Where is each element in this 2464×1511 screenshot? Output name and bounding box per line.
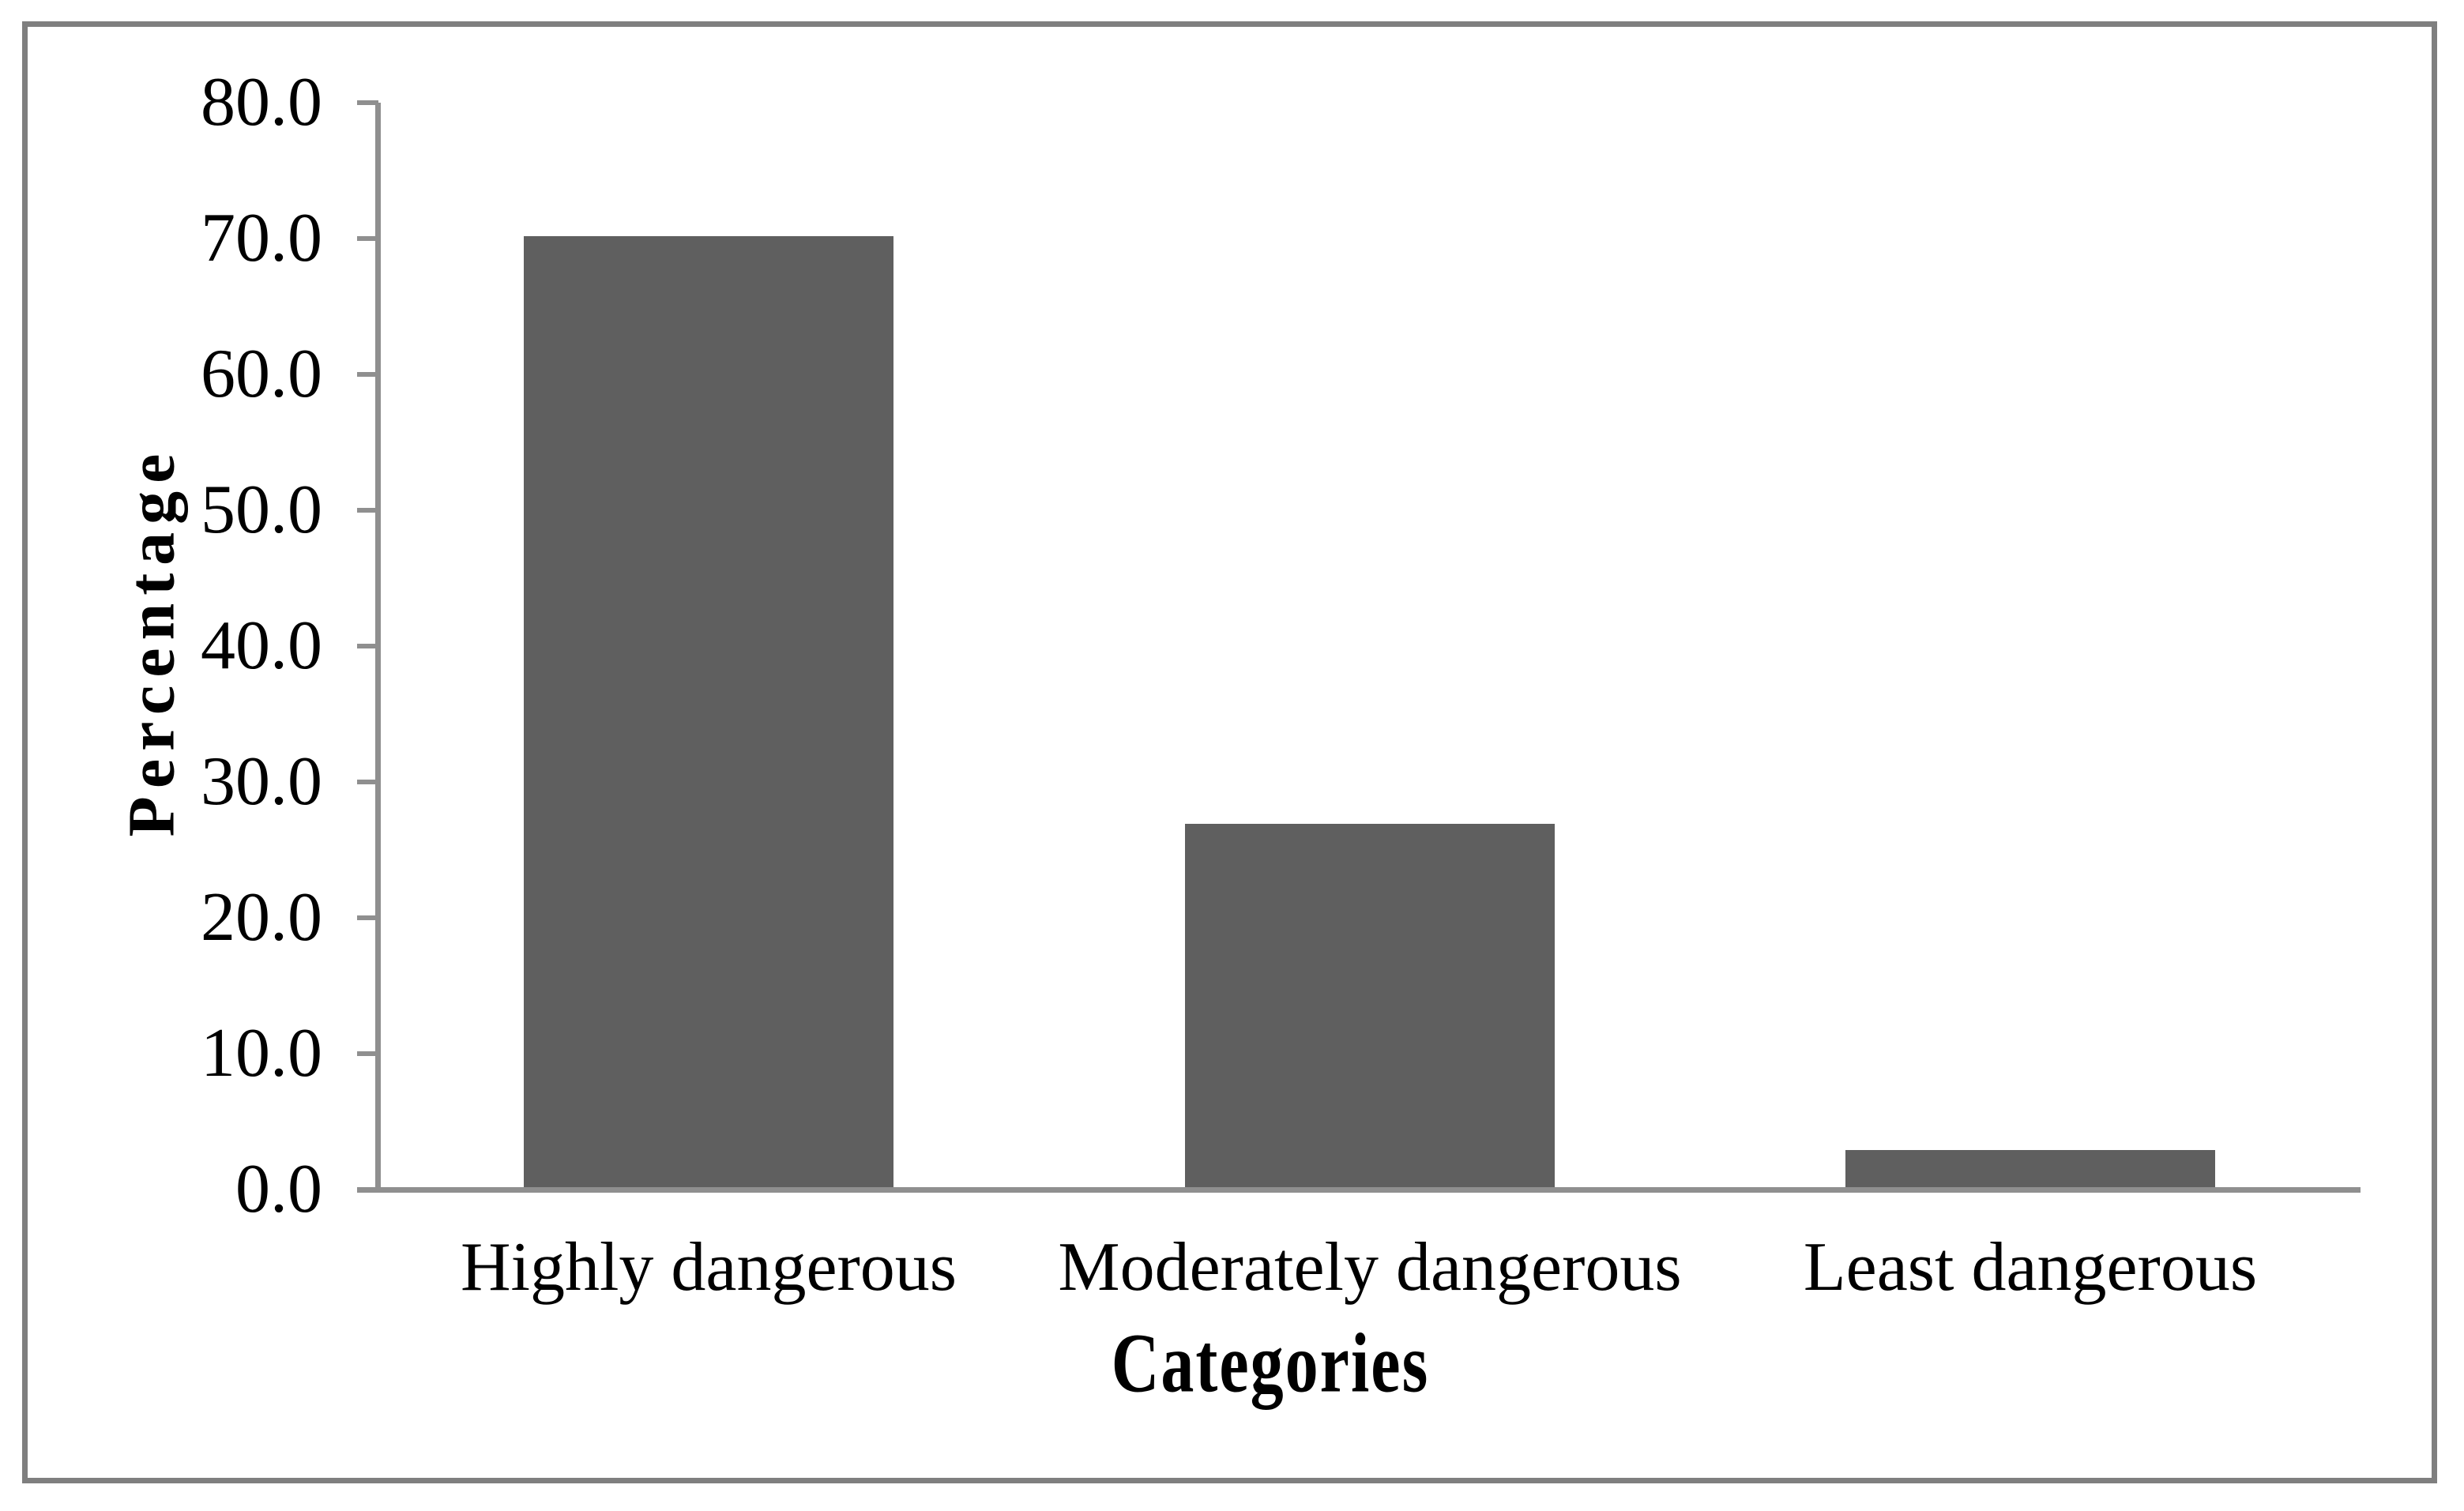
y-tick-label: 60.0 <box>201 336 322 412</box>
y-tick-mark <box>357 1051 378 1056</box>
bar-highly-dangerous <box>524 236 893 1190</box>
y-tick-label: 30.0 <box>201 743 322 820</box>
y-axis-line <box>375 103 381 1192</box>
x-axis-title: Categories <box>1111 1316 1430 1411</box>
y-tick-mark <box>357 780 378 784</box>
y-tick-mark <box>357 100 378 105</box>
category-label: Highly dangerous <box>460 1229 957 1306</box>
y-tick-label: 80.0 <box>201 64 322 141</box>
y-tick-mark <box>357 508 378 513</box>
y-tick-mark <box>357 915 378 920</box>
category-label: Moderately dangerous <box>1058 1229 1682 1306</box>
y-tick-label: 70.0 <box>201 200 322 276</box>
category-label: Least dangerous <box>1803 1229 2258 1306</box>
y-tick-mark <box>357 372 378 377</box>
y-tick-mark <box>357 236 378 241</box>
y-tick-mark <box>357 644 378 648</box>
y-tick-label: 40.0 <box>201 607 322 684</box>
chart-border-frame <box>22 21 2437 1483</box>
y-tick-label: 20.0 <box>201 879 322 956</box>
y-tick-label: 0.0 <box>235 1151 322 1227</box>
bar-moderately-dangerous <box>1185 824 1555 1190</box>
y-tick-label: 50.0 <box>201 472 322 548</box>
y-tick-label: 10.0 <box>201 1015 322 1092</box>
bar-least-dangerous <box>1845 1150 2215 1190</box>
x-axis-line <box>357 1187 2361 1193</box>
